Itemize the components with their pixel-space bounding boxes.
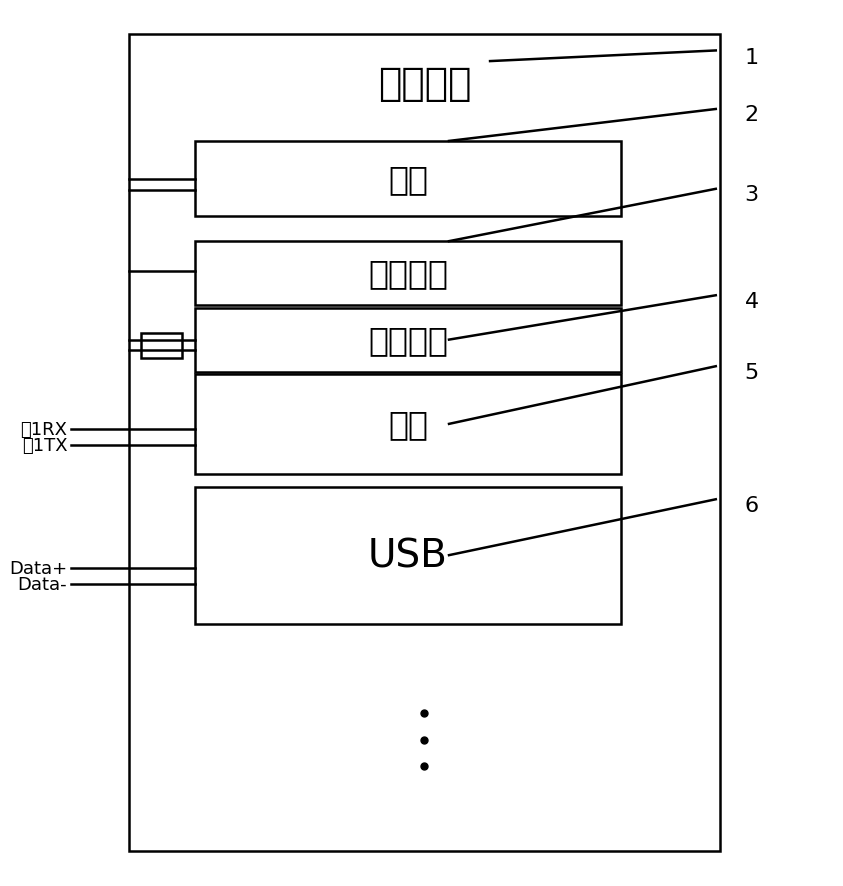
Text: 开发板１: 开发板１: [378, 66, 471, 103]
Text: 4: 4: [744, 291, 759, 311]
Bar: [195, 142, 621, 217]
Text: 1: 1: [744, 48, 759, 67]
Text: 按键: 按键: [388, 163, 428, 196]
Bar: [142, 334, 182, 359]
Text: Data-: Data-: [18, 576, 67, 594]
Text: 6: 6: [744, 495, 759, 515]
Text: 3: 3: [744, 185, 759, 205]
Text: 板1TX: 板1TX: [22, 437, 67, 455]
Bar: [195, 487, 621, 625]
Text: USB: USB: [368, 537, 448, 575]
Bar: [195, 242, 621, 306]
Text: 2: 2: [744, 105, 759, 125]
Bar: [129, 35, 720, 851]
Text: 双向开关: 双向开关: [368, 323, 448, 357]
Text: 复位按钮: 复位按钮: [368, 257, 448, 291]
Text: 板1RX: 板1RX: [20, 421, 67, 439]
Text: 5: 5: [744, 362, 759, 382]
Bar: [195, 375, 621, 474]
Text: Data+: Data+: [9, 560, 67, 578]
Text: 串口: 串口: [388, 408, 428, 441]
Bar: [195, 308, 621, 372]
